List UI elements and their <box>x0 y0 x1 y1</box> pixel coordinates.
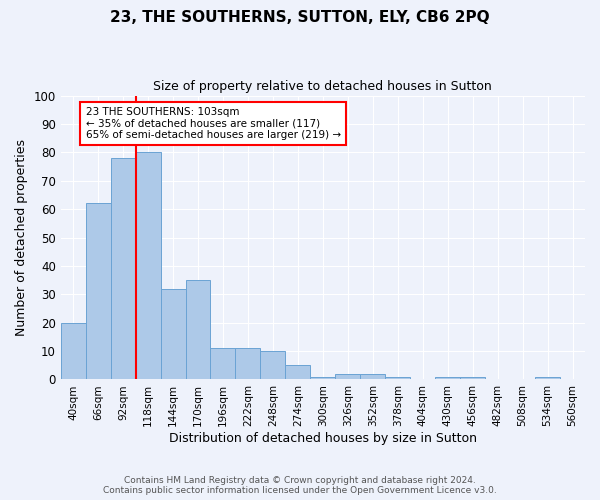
Bar <box>535 376 560 380</box>
Bar <box>185 280 211 380</box>
Bar <box>435 376 460 380</box>
Y-axis label: Number of detached properties: Number of detached properties <box>15 139 28 336</box>
Bar <box>235 348 260 380</box>
Text: Contains HM Land Registry data © Crown copyright and database right 2024.
Contai: Contains HM Land Registry data © Crown c… <box>103 476 497 495</box>
Bar <box>335 374 360 380</box>
Title: Size of property relative to detached houses in Sutton: Size of property relative to detached ho… <box>154 80 492 93</box>
Bar <box>260 351 286 380</box>
Bar <box>161 288 185 380</box>
Bar <box>86 204 110 380</box>
X-axis label: Distribution of detached houses by size in Sutton: Distribution of detached houses by size … <box>169 432 477 445</box>
Bar <box>460 376 485 380</box>
Bar <box>61 322 86 380</box>
Bar <box>136 152 161 380</box>
Text: 23 THE SOUTHERNS: 103sqm
← 35% of detached houses are smaller (117)
65% of semi-: 23 THE SOUTHERNS: 103sqm ← 35% of detach… <box>86 107 341 140</box>
Bar <box>286 366 310 380</box>
Text: 23, THE SOUTHERNS, SUTTON, ELY, CB6 2PQ: 23, THE SOUTHERNS, SUTTON, ELY, CB6 2PQ <box>110 10 490 25</box>
Bar <box>211 348 235 380</box>
Bar <box>360 374 385 380</box>
Bar <box>110 158 136 380</box>
Bar <box>310 376 335 380</box>
Bar <box>385 376 410 380</box>
